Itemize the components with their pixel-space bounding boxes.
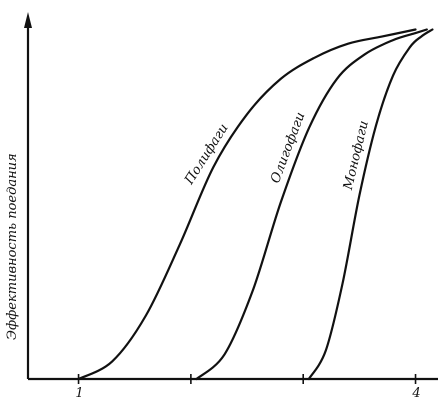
series-line-oligophages [195,28,428,381]
y-axis-arrow [24,12,32,28]
axes [24,12,438,381]
series-label-oligophages: Олигофаги [268,110,308,185]
curves [77,28,434,381]
curve-labels: Полифаги Олигофаги Монофаги [182,110,372,192]
series-line-monophages [307,28,434,381]
series-label-polyphages: Полифаги [182,121,232,188]
x-tick-label-4: 4 [411,386,420,401]
x-tick-label-1: 1 [75,386,83,401]
series-line-polyphages [77,28,417,381]
y-axis-label: Эффективность поедания [5,153,20,340]
